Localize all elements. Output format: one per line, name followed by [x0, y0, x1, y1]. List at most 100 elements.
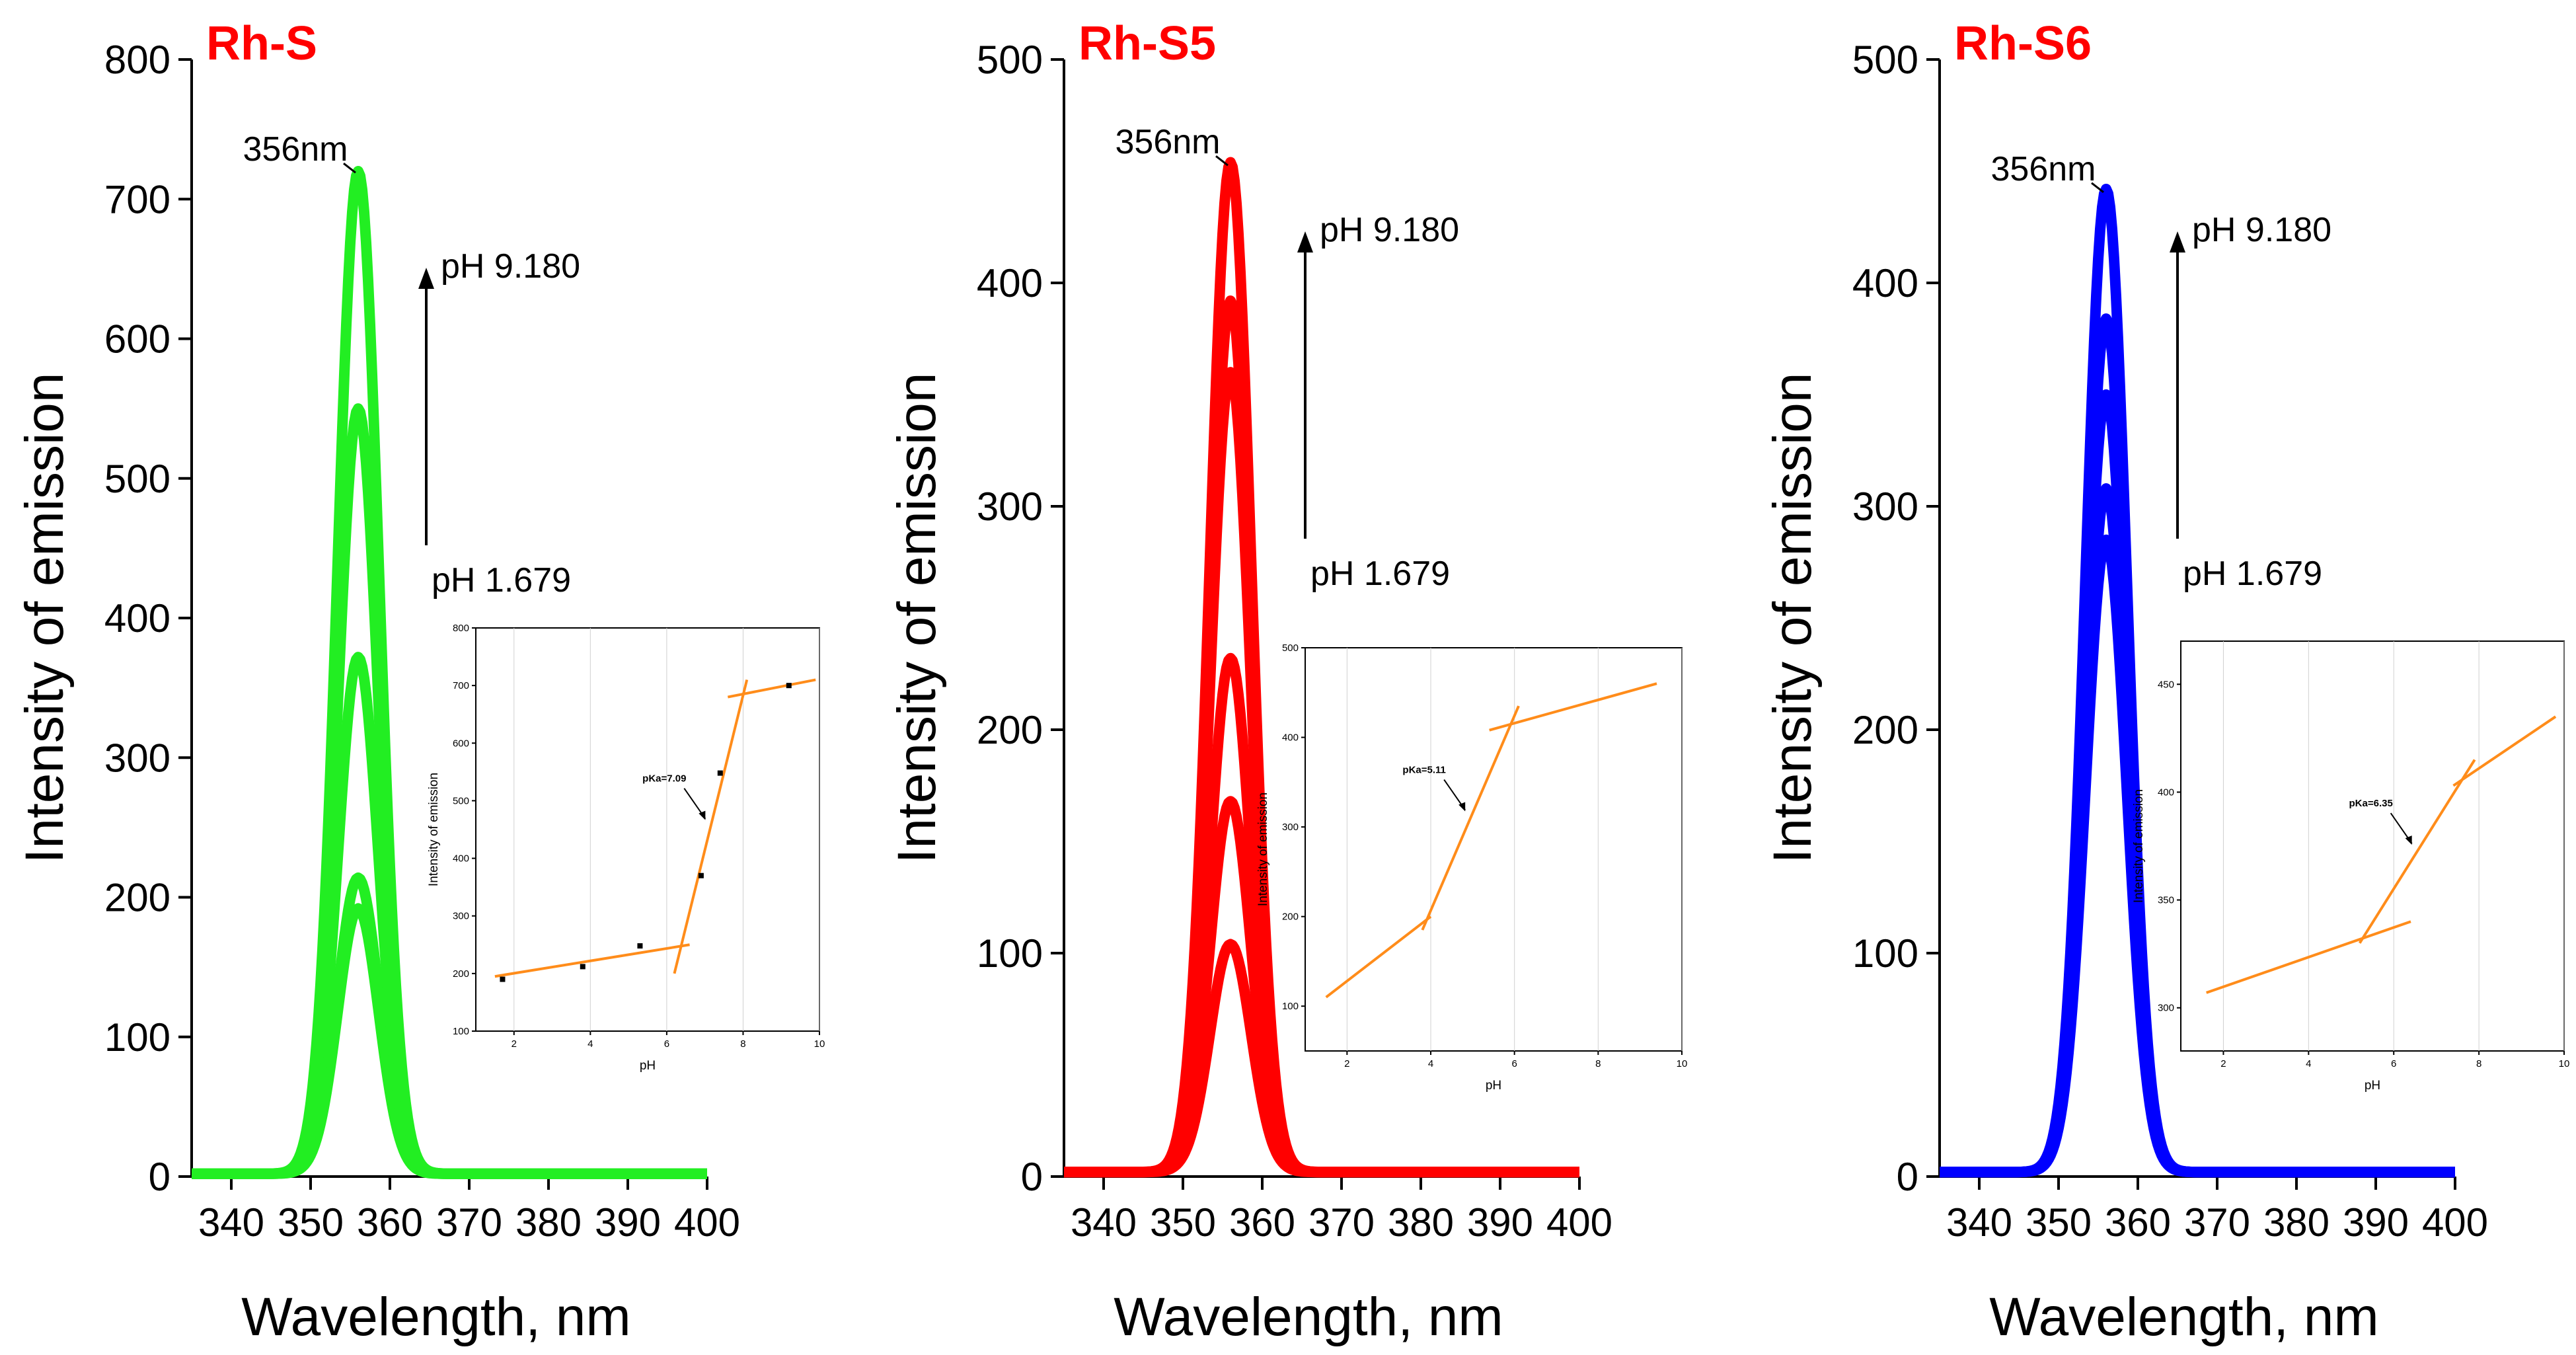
y-tick-label: 400: [104, 596, 170, 640]
peak-leader: [1215, 155, 1229, 167]
x-tick-label: 350: [1150, 1200, 1216, 1245]
inset-y-tick-label: 100: [1282, 1001, 1299, 1012]
inset-y-tick-label: 400: [2158, 787, 2174, 798]
y-tick-label: 200: [104, 876, 170, 920]
y-tick-label: 600: [104, 317, 170, 362]
inset-x-tick-label: 8: [740, 1038, 745, 1050]
x-tick-label: 400: [1546, 1200, 1612, 1245]
x-tick-label: 370: [1308, 1200, 1375, 1245]
y-tick-label: 200: [977, 708, 1043, 752]
x-tick-label: 350: [2026, 1200, 2092, 1245]
inset-y-tick-label: 450: [2158, 679, 2174, 690]
inset-y-tick-label: 300: [1282, 822, 1299, 833]
inset-y-tick-label: 200: [453, 968, 469, 980]
inset-x-tick-label: 2: [1344, 1058, 1349, 1069]
ph-arrow-head: [418, 268, 434, 289]
inset-x-tick-label: 2: [2220, 1058, 2226, 1069]
x-tick-label: 370: [436, 1200, 502, 1245]
y-axis-title: Intensity of emission: [887, 373, 947, 864]
panel-title: Rh-S5: [1079, 17, 1216, 70]
emission-curve-5: [1936, 184, 2458, 1178]
inset-x-tick-label: 8: [1595, 1058, 1601, 1069]
y-tick-label: 0: [149, 1155, 170, 1199]
inset-fit-line-3: [727, 678, 816, 699]
inset-y-tick-label: 300: [2158, 1003, 2174, 1014]
inset-pka-arrowhead: [1458, 802, 1466, 812]
y-tick-label: 100: [104, 1015, 170, 1060]
y-tick-label: 500: [977, 38, 1043, 82]
inset-pka-arrowhead: [2405, 835, 2412, 845]
inset-y-tick-label: 200: [1282, 911, 1299, 923]
inset-frame: [1305, 647, 1683, 1052]
peak-leader: [2091, 182, 2104, 193]
x-tick-label: 390: [595, 1200, 661, 1245]
x-tick-label: 400: [674, 1200, 740, 1245]
chart-panel-3: 0 100 200 300 400 500 340 350 360 370 380 390 400 Wav…: [1762, 17, 2569, 1347]
x-tick-label: 380: [1388, 1200, 1454, 1245]
inset-x-tick-label: 10: [1677, 1058, 1688, 1069]
inset-x-tick-label: 10: [2559, 1058, 2570, 1069]
x-tick-label: 380: [2263, 1200, 2330, 1245]
x-tick-label: 360: [1229, 1200, 1295, 1245]
x-tick-label: 350: [278, 1200, 344, 1245]
x-tick-label: 360: [357, 1200, 423, 1245]
y-axis-title: Intensity of emission: [1762, 373, 1823, 864]
x-tick-label: 360: [2105, 1200, 2171, 1245]
inset-y-tick-label: 600: [453, 738, 469, 749]
emission-curve-5: [188, 166, 710, 1179]
y-tick-label: 500: [1852, 38, 1918, 82]
inset-y-label: Intensity of emission: [2132, 789, 2146, 903]
inset-x-tick-label: 8: [2476, 1058, 2481, 1069]
inset-y-tick-label: 700: [453, 680, 469, 691]
x-axis-title: Wavelength, nm: [1989, 1287, 2378, 1347]
inset-point-1: [500, 976, 506, 982]
inset-x-label: pH: [1486, 1079, 1501, 1093]
inset-fit-line-1: [2206, 920, 2411, 994]
inset-x-tick-label: 2: [511, 1038, 517, 1050]
inset-y-tick-label: 400: [453, 853, 469, 865]
panel-title: Rh-S6: [1954, 17, 2092, 70]
inset-x-tick-label: 4: [587, 1038, 593, 1050]
y-tick-label: 0: [1021, 1155, 1043, 1199]
y-tick-label: 400: [977, 261, 1043, 305]
y-tick-label: 800: [104, 38, 170, 82]
inset-fit-line-3: [2452, 715, 2557, 787]
y-tick-label: 700: [104, 177, 170, 221]
inset-x-tick-label: 6: [664, 1038, 669, 1050]
inset-fit-line-2: [1421, 705, 1520, 931]
y-tick-label: 500: [104, 457, 170, 501]
inset-fit-line-2: [2358, 759, 2476, 944]
chart-panel-2: 0 100 200 300 400 500 340 350 360 370 380 390 400 Wav…: [887, 17, 1687, 1347]
inset-x-tick-label: 4: [1428, 1058, 1433, 1069]
chart-panel-1: 0 100 200 300 400 500 600 700 800 340 350 360 370 380…: [15, 17, 825, 1347]
inset-y-label: Intensity of emission: [427, 773, 441, 886]
ph-top-label: pH 9.180: [441, 247, 580, 286]
inset-x-tick-label: 6: [1511, 1058, 1517, 1069]
inset-fit-line-2: [673, 679, 749, 974]
emission-curve-6: [1061, 157, 1583, 1178]
inset-frame: [475, 627, 820, 1032]
inset-y-tick-label: 500: [1282, 642, 1299, 654]
inset-fit-line-3: [1489, 682, 1657, 732]
inset-y-tick-label: 100: [453, 1026, 469, 1037]
y-tick-label: 200: [1852, 708, 1918, 752]
inset-frame: [2180, 640, 2565, 1052]
x-tick-label: 370: [2184, 1200, 2250, 1245]
y-tick-label: 100: [1852, 931, 1918, 976]
inset-fit-line-1: [494, 943, 690, 978]
inset-point-2: [580, 964, 586, 970]
inset-x-tick-label: 6: [2391, 1058, 2396, 1069]
x-tick-label: 390: [1467, 1200, 1533, 1245]
x-tick-label: 380: [515, 1200, 582, 1245]
inset-y-tick-label: 350: [2158, 895, 2174, 906]
inset-point-6: [786, 683, 792, 689]
peak-leader: [343, 163, 356, 174]
ph-arrow-head: [1297, 231, 1313, 252]
inset-y-tick-label: 400: [1282, 732, 1299, 744]
x-tick-label: 340: [1946, 1200, 2012, 1245]
inset-x-tick-label: 4: [2306, 1058, 2311, 1069]
inset-chart: 2 4 6 8 10 300 350 400 450 pH Intensity of emissio…: [2132, 640, 2570, 1093]
y-tick-label: 100: [977, 931, 1043, 976]
inset-point-4: [698, 872, 704, 878]
ph-arrow-head: [2170, 231, 2185, 252]
